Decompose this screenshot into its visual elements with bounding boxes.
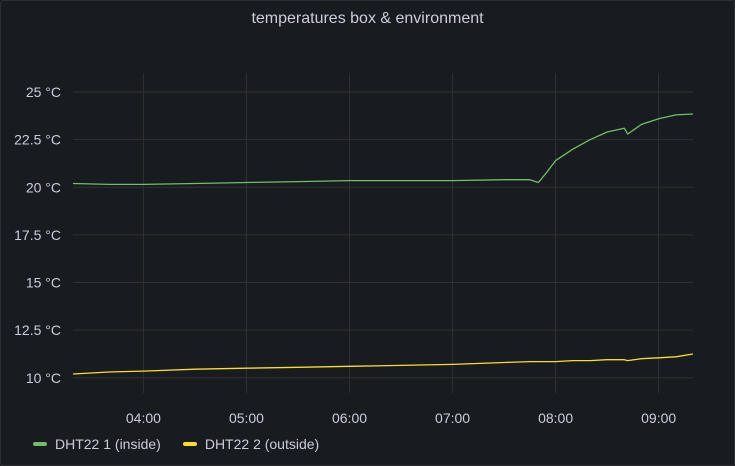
x-tick-label: 06:00 xyxy=(332,410,367,426)
legend-label-outside: DHT22 2 (outside) xyxy=(204,436,320,452)
legend-item-inside[interactable]: DHT22 1 (inside) xyxy=(33,436,161,452)
legend-swatch-inside xyxy=(33,442,47,446)
y-tick-label: 12.5 °C xyxy=(14,322,61,338)
y-tick-label: 22.5 °C xyxy=(14,132,61,148)
x-tick-label: 07:00 xyxy=(435,410,470,426)
legend: DHT22 1 (inside) DHT22 2 (outside) xyxy=(33,436,319,452)
x-tick-label: 04:00 xyxy=(126,410,161,426)
x-tick-label: 05:00 xyxy=(229,410,264,426)
y-tick-label: 20 °C xyxy=(26,179,61,195)
series-line-inside[interactable] xyxy=(72,113,694,186)
y-tick-label: 17.5 °C xyxy=(14,227,61,243)
x-tick-label: 09:00 xyxy=(641,410,676,426)
legend-item-outside[interactable]: DHT22 2 (outside) xyxy=(182,436,320,452)
y-tick-label: 25 °C xyxy=(26,84,61,100)
panel-title: temperatures box & environment xyxy=(251,10,484,27)
legend-label-inside: DHT22 1 (inside) xyxy=(55,436,161,452)
y-tick-label: 10 °C xyxy=(26,370,61,386)
legend-swatch-outside xyxy=(182,442,197,446)
y-tick-label: 15 °C xyxy=(26,275,61,291)
series-line-outside[interactable] xyxy=(72,353,694,375)
x-tick-label: 08:00 xyxy=(538,410,573,426)
